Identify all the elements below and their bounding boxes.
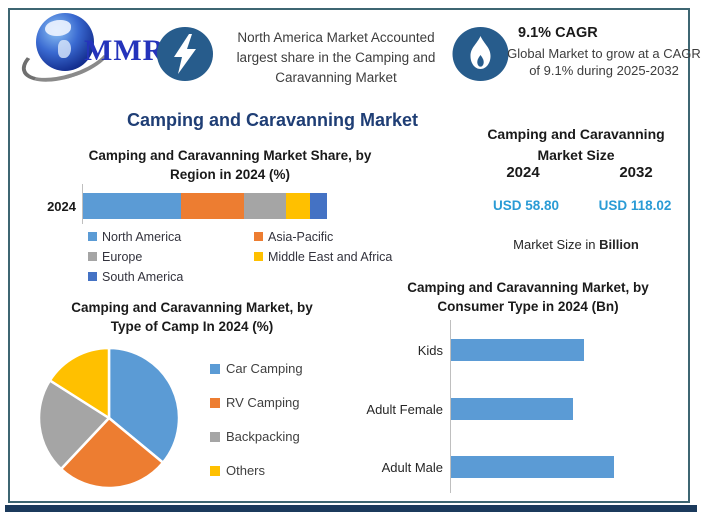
badge1-text: North America Market Accounted largest s… — [220, 28, 452, 88]
consumer-category-label-adult-male: Adult Male — [381, 460, 443, 475]
market-size-value-2032: USD 118.02 — [598, 198, 672, 213]
legend-label: Car Camping — [226, 361, 303, 376]
legend-swatch-icon — [210, 465, 220, 476]
market-size-year-2024: 2024 — [506, 164, 540, 181]
region-chart-title-line: Camping and Caravanning Market Share, by — [88, 148, 372, 163]
pie-chart — [37, 346, 181, 490]
legend-item-car-camping: Car Camping — [210, 361, 303, 376]
region-chart-axis — [82, 184, 83, 224]
pie-slice-car-camping — [107, 346, 181, 464]
badge1-line: Caravanning Market — [275, 70, 397, 85]
globe-icon — [36, 13, 94, 71]
legend-item-south-america: South America — [88, 269, 254, 284]
mmr-logo: MMR — [15, 10, 164, 92]
legend-item-others: Others — [210, 463, 303, 478]
legend-swatch-icon — [254, 232, 263, 241]
pie-chart-title-line: Camping and Caravanning Market, by — [71, 300, 313, 315]
bar-segment-middle-east-and-africa — [285, 193, 310, 219]
pie-slice-others — [48, 346, 111, 420]
lightning-icon — [157, 27, 213, 81]
bar-segment-asia-pacific — [180, 193, 245, 219]
legend-item-europe: Europe — [88, 249, 254, 264]
market-size-title-line: Market Size — [537, 147, 615, 163]
region-chart-title: Camping and Caravanning Market Share, by… — [40, 146, 420, 184]
legend-label: Middle East and Africa — [268, 249, 393, 264]
pie-chart-title-line: Type of Camp In 2024 (%) — [110, 319, 274, 334]
market-size-title: Camping and Caravanning Market Size — [476, 124, 676, 166]
consumer-bar-kids — [451, 339, 584, 361]
badge1-line: North America Market Accounted — [237, 30, 435, 45]
legend-label: North America — [102, 229, 182, 244]
bar-segment-europe — [244, 193, 286, 219]
bar-segment-north-america — [83, 193, 181, 219]
market-size-caption-unit: Billion — [599, 237, 639, 252]
consumer-bar-adult-female — [451, 398, 573, 420]
consumer-category-label-kids: Kids — [417, 343, 443, 358]
globe-landmass — [58, 40, 71, 58]
outer-frame — [8, 8, 690, 503]
legend-swatch-icon — [210, 397, 220, 408]
consumer-chart-axis — [450, 320, 451, 493]
legend-label: Asia-Pacific — [268, 229, 334, 244]
legend-swatch-icon — [88, 272, 97, 281]
consumer-chart-title: Camping and Caravanning Market, by Consu… — [378, 278, 678, 316]
legend-item-north-america: North America — [88, 229, 254, 244]
pie-slice-backpacking — [37, 379, 111, 471]
region-chart-legend: North America Asia-Pacific Europe Middle Ea… — [88, 229, 392, 284]
legend-item-rv-camping: RV Camping — [210, 395, 303, 410]
globe-landmass — [45, 20, 71, 36]
region-chart-title-line: Region in 2024 (%) — [169, 167, 291, 182]
cagr-body: Global Market to grow at a CAGR of 9.1% … — [507, 46, 701, 78]
market-size-year-2032: 2032 — [619, 164, 653, 181]
market-size-title-line: Camping and Caravanning — [487, 126, 665, 142]
legend-label: Backpacking — [226, 429, 300, 444]
legend-label: South America — [102, 269, 184, 284]
bar-segment-south-america — [309, 193, 327, 219]
market-size-value-2024: USD 58.80 — [492, 198, 560, 213]
consumer-bar-adult-male — [451, 456, 614, 478]
consumer-bar-chart: Kids Adult Female Adult Male — [330, 320, 692, 497]
region-stacked-bar — [83, 193, 327, 219]
badge1-line: largest share in the Camping and — [236, 50, 436, 65]
page-title: Camping and Caravanning Market — [126, 110, 419, 130]
legend-item-asia-pacific: Asia-Pacific — [254, 229, 392, 244]
legend-swatch-icon — [88, 232, 97, 241]
consumer-category-label-adult-female: Adult Female — [366, 402, 443, 417]
legend-label: Europe — [102, 249, 143, 264]
legend-swatch-icon — [210, 431, 220, 442]
legend-swatch-icon — [254, 252, 263, 261]
pie-chart-title: Camping and Caravanning Market, by Type … — [27, 298, 357, 336]
cagr-title: 9.1% CAGR — [518, 25, 598, 41]
market-size-caption: Market Size in Billion — [476, 237, 676, 252]
legend-swatch-icon — [210, 363, 220, 374]
legend-item-backpacking: Backpacking — [210, 429, 303, 444]
region-chart-category-label: 2024 — [47, 199, 76, 214]
legend-swatch-icon — [88, 252, 97, 261]
legend-item-middle-east-and-africa: Middle East and Africa — [254, 249, 392, 264]
bottom-accent-bar — [5, 505, 697, 512]
flame-icon — [452, 27, 509, 81]
legend-label: Others — [226, 463, 266, 478]
consumer-chart-title-line: Consumer Type in 2024 (Bn) — [437, 299, 619, 314]
market-size-caption-prefix: Market Size in — [513, 237, 596, 252]
legend-label: RV Camping — [226, 395, 300, 410]
pie-chart-legend: Car Camping RV Camping Backpacking Others — [210, 361, 303, 497]
consumer-chart-title-line: Camping and Caravanning Market, by — [407, 280, 649, 295]
pie-slice-rv-camping — [59, 416, 165, 490]
logo-text: MMR — [84, 34, 166, 67]
